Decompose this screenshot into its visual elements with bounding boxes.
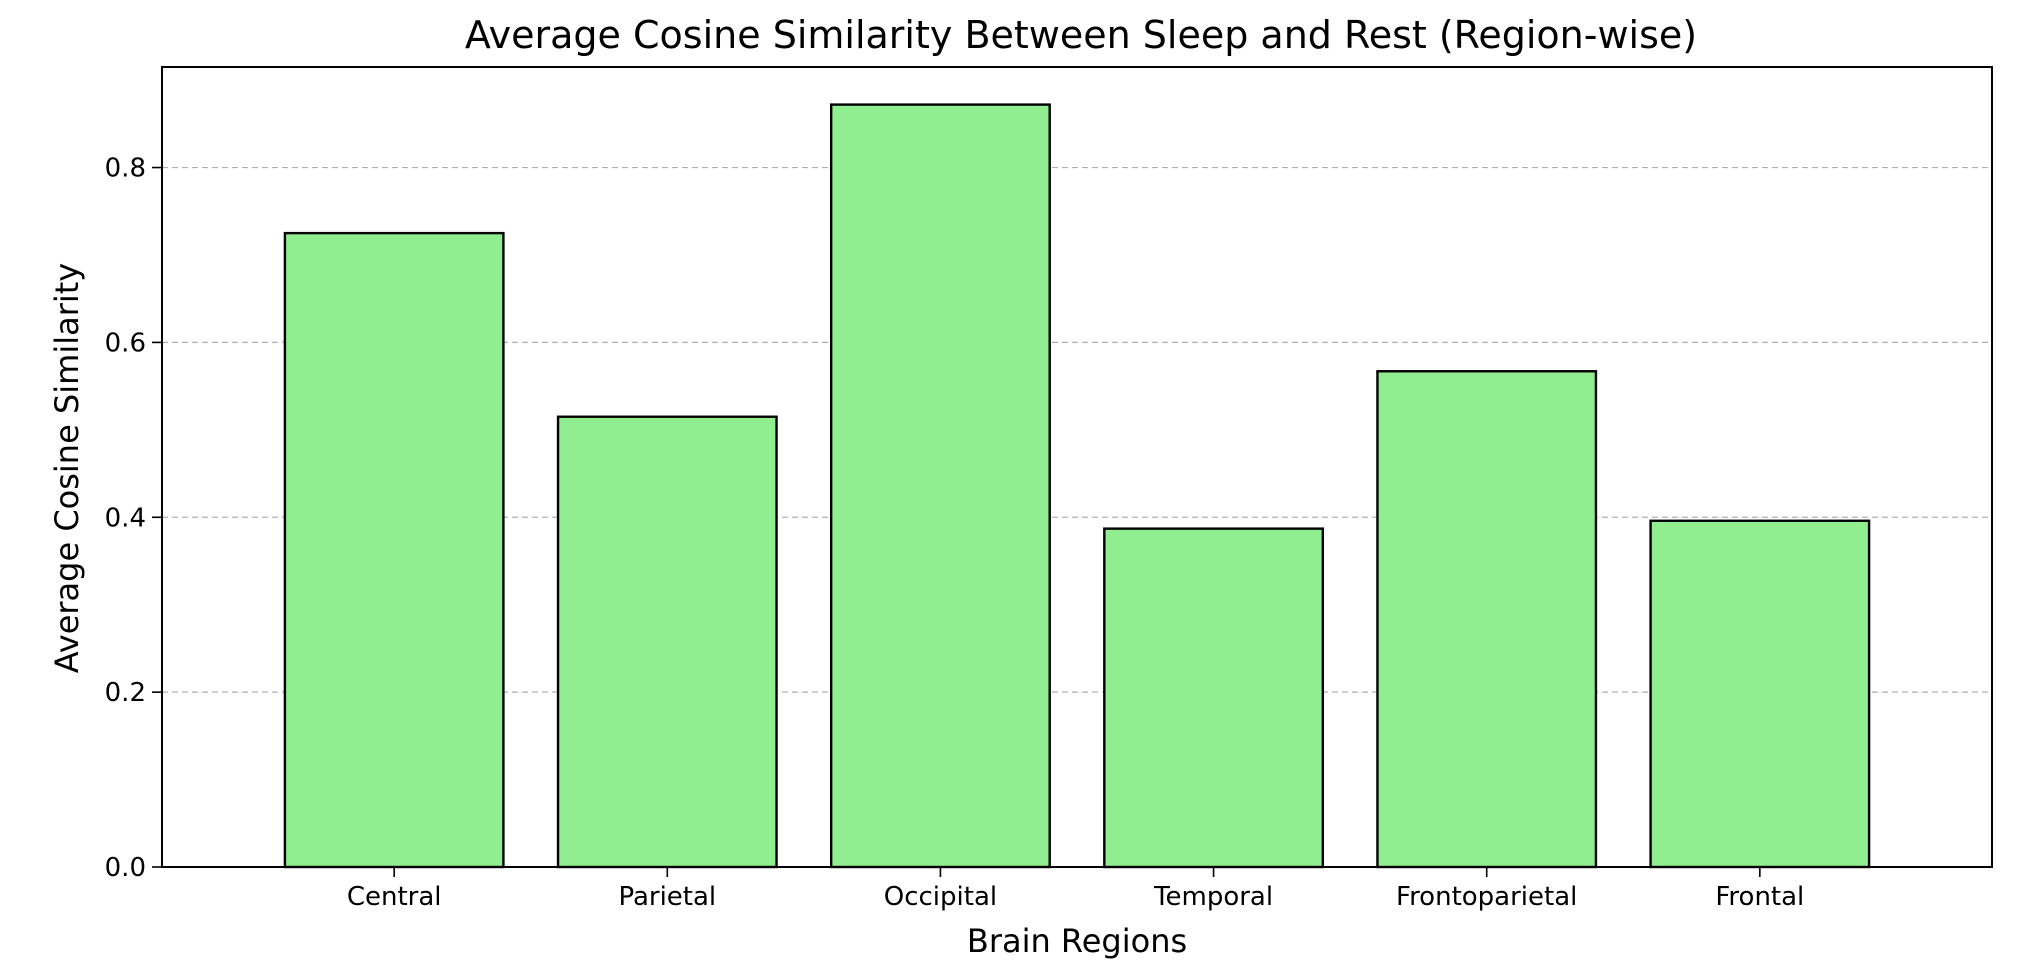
chart-title: Average Cosine Similarity Between Sleep … — [465, 13, 1697, 57]
bars — [283, 103, 1871, 869]
plot-frame — [161, 66, 1993, 868]
y-tick-label: 0.0 — [105, 853, 146, 883]
x-tick-label: Occipital — [884, 882, 997, 912]
y-tick-label: 0.8 — [105, 154, 146, 184]
x-tick-label: Parietal — [618, 882, 716, 912]
bar-frontoparietal — [1376, 370, 1598, 869]
bar-occipital — [829, 103, 1051, 869]
y-tick-label: 0.2 — [105, 678, 146, 708]
bar-central — [283, 231, 505, 869]
bar-parietal — [556, 415, 778, 869]
y-axis-label: Average Cosine Similarity — [48, 263, 86, 674]
x-axis-label: Brain Regions — [967, 922, 1187, 960]
x-tick-label: Frontal — [1715, 882, 1804, 912]
bar-frontal — [1649, 519, 1871, 869]
y-tick-label: 0.6 — [105, 328, 146, 358]
bar-temporal — [1103, 527, 1325, 869]
x-tick-label: Frontoparietal — [1396, 882, 1577, 912]
x-tick-label: Central — [347, 882, 442, 912]
x-tick-label: Temporal — [1153, 882, 1273, 912]
y-axis-ticks: 0.0 0.2 0.4 0.6 0.8 — [105, 154, 162, 883]
x-axis-ticks: Central Parietal Occipital Temporal Frontopa… — [347, 867, 1804, 912]
y-tick-label: 0.4 — [105, 503, 146, 533]
